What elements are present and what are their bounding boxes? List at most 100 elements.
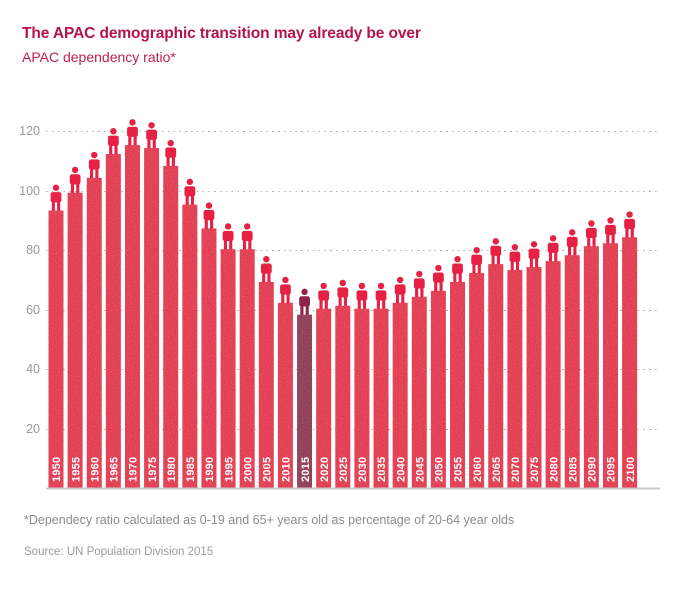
person-pictogram-icon xyxy=(165,139,177,167)
bar[interactable] xyxy=(67,192,83,488)
bar[interactable] xyxy=(144,148,160,488)
bar[interactable] xyxy=(163,165,179,488)
x-axis-tick-label: 1950 xyxy=(51,457,63,482)
person-pictogram-icon xyxy=(280,276,291,303)
x-axis-tick-label: 2065 xyxy=(491,457,503,482)
bar[interactable] xyxy=(392,302,408,488)
bar[interactable] xyxy=(526,267,542,488)
bar[interactable] xyxy=(239,249,255,488)
person-pictogram-icon xyxy=(146,122,157,149)
person-pictogram-icon xyxy=(490,238,502,265)
x-axis-tick-label: 2055 xyxy=(453,457,465,482)
x-axis-tick-label: 2035 xyxy=(376,457,388,482)
y-axis-tick-label: 100 xyxy=(19,184,40,198)
bar[interactable] xyxy=(182,204,198,488)
x-axis-tick-label: 2045 xyxy=(414,457,426,482)
person-pictogram-icon xyxy=(127,119,138,146)
x-axis-tick-label: 2020 xyxy=(319,457,331,482)
bar[interactable] xyxy=(488,264,504,488)
y-axis-tick-label: 80 xyxy=(26,243,40,257)
x-axis-tick-label: 2005 xyxy=(262,457,274,482)
bar[interactable] xyxy=(622,237,638,488)
person-pictogram-icon xyxy=(337,279,349,306)
person-pictogram-icon xyxy=(107,128,119,155)
person-pictogram-icon xyxy=(241,223,253,250)
x-axis-tick-label: 1985 xyxy=(185,457,197,482)
chart-subtitle: APAC dependency ratio* xyxy=(22,49,176,65)
bar[interactable] xyxy=(373,308,389,488)
bar[interactable] xyxy=(220,249,236,488)
bar[interactable] xyxy=(335,305,351,488)
person-pictogram-icon xyxy=(433,264,444,292)
person-pictogram-icon xyxy=(260,255,272,283)
person-pictogram-icon xyxy=(203,202,215,229)
bar[interactable] xyxy=(602,243,618,488)
bar[interactable] xyxy=(105,154,121,488)
bar[interactable] xyxy=(48,210,64,489)
x-axis-tick-label: 2070 xyxy=(510,457,522,482)
x-axis-tick-label: 1990 xyxy=(204,457,216,482)
y-axis-tick-labels: 20 40 60 80 100 120 xyxy=(19,124,40,436)
person-pictogram-icon xyxy=(413,270,425,298)
x-axis-tick-label: 2015 xyxy=(300,457,312,482)
page-title: The APAC demographic transition may alre… xyxy=(22,25,421,42)
bar[interactable] xyxy=(124,145,140,488)
bar[interactable] xyxy=(354,308,370,488)
x-axis-tick-label: 1980 xyxy=(166,457,178,482)
chart-header: The APAC demographic transition may alre… xyxy=(22,24,662,67)
person-pictogram-icon xyxy=(605,217,616,244)
bar[interactable] xyxy=(564,255,580,488)
x-axis-tick-label: 2050 xyxy=(434,457,446,482)
x-axis-tick-label: 2085 xyxy=(567,457,579,482)
x-axis-tick-label: 2075 xyxy=(529,457,541,482)
bar[interactable] xyxy=(469,273,485,488)
bar[interactable] xyxy=(583,246,599,488)
bar[interactable] xyxy=(277,302,293,488)
x-axis-tick-label: 2040 xyxy=(395,457,407,482)
person-pictogram-icon xyxy=(566,229,578,256)
person-pictogram-icon xyxy=(585,220,597,247)
bar[interactable] xyxy=(507,270,523,488)
person-pictogram-icon xyxy=(69,166,81,193)
x-axis-tick-label: 1995 xyxy=(223,457,235,482)
person-pictogram-icon xyxy=(50,184,62,211)
person-pictogram-icon xyxy=(222,223,234,250)
bar[interactable] xyxy=(86,177,102,488)
y-axis-tick-label: 40 xyxy=(26,362,40,376)
bar[interactable] xyxy=(258,281,274,488)
bar[interactable] xyxy=(450,281,466,488)
x-axis-tick-label: 1975 xyxy=(147,457,159,482)
bar[interactable] xyxy=(545,261,561,489)
person-pictogram-icon xyxy=(356,282,368,309)
person-pictogram-icon xyxy=(375,282,387,309)
y-axis-tick-label: 120 xyxy=(19,124,40,138)
x-axis-tick-label: 1955 xyxy=(70,457,82,482)
x-axis-tick-labels: 1950 1955 1960 1965 1970 1975 1980 1985 1990 1995… xyxy=(51,457,637,482)
person-pictogram-icon xyxy=(509,244,521,271)
person-pictogram-icon xyxy=(184,178,196,205)
bar[interactable] xyxy=(316,308,332,488)
x-axis-tick-label: 2100 xyxy=(625,457,637,482)
chart-source: Source: UN Population Division 2015 xyxy=(24,546,214,558)
x-axis-tick-label: 2090 xyxy=(587,457,599,482)
x-axis-tick-label: 2025 xyxy=(338,457,350,482)
person-pictogram-icon xyxy=(471,247,483,274)
x-axis-tick-label: 2030 xyxy=(357,457,369,482)
bar[interactable] xyxy=(201,228,217,488)
bar[interactable] xyxy=(297,314,313,488)
pictogram-markers-group xyxy=(50,119,635,315)
chart-footnote: *Dependecy ratio calculated as 0-19 and … xyxy=(24,513,515,527)
person-pictogram-icon xyxy=(624,211,635,238)
x-axis-tick-label: 1965 xyxy=(109,457,121,482)
person-pictogram-icon xyxy=(88,151,100,179)
person-pictogram-icon xyxy=(528,241,540,268)
x-axis-tick-label: 2060 xyxy=(472,457,484,482)
bar[interactable] xyxy=(411,296,427,488)
person-pictogram-icon xyxy=(452,255,463,283)
person-pictogram-icon xyxy=(547,235,559,262)
person-pictogram-icon xyxy=(299,288,310,315)
bar[interactable] xyxy=(430,290,446,489)
